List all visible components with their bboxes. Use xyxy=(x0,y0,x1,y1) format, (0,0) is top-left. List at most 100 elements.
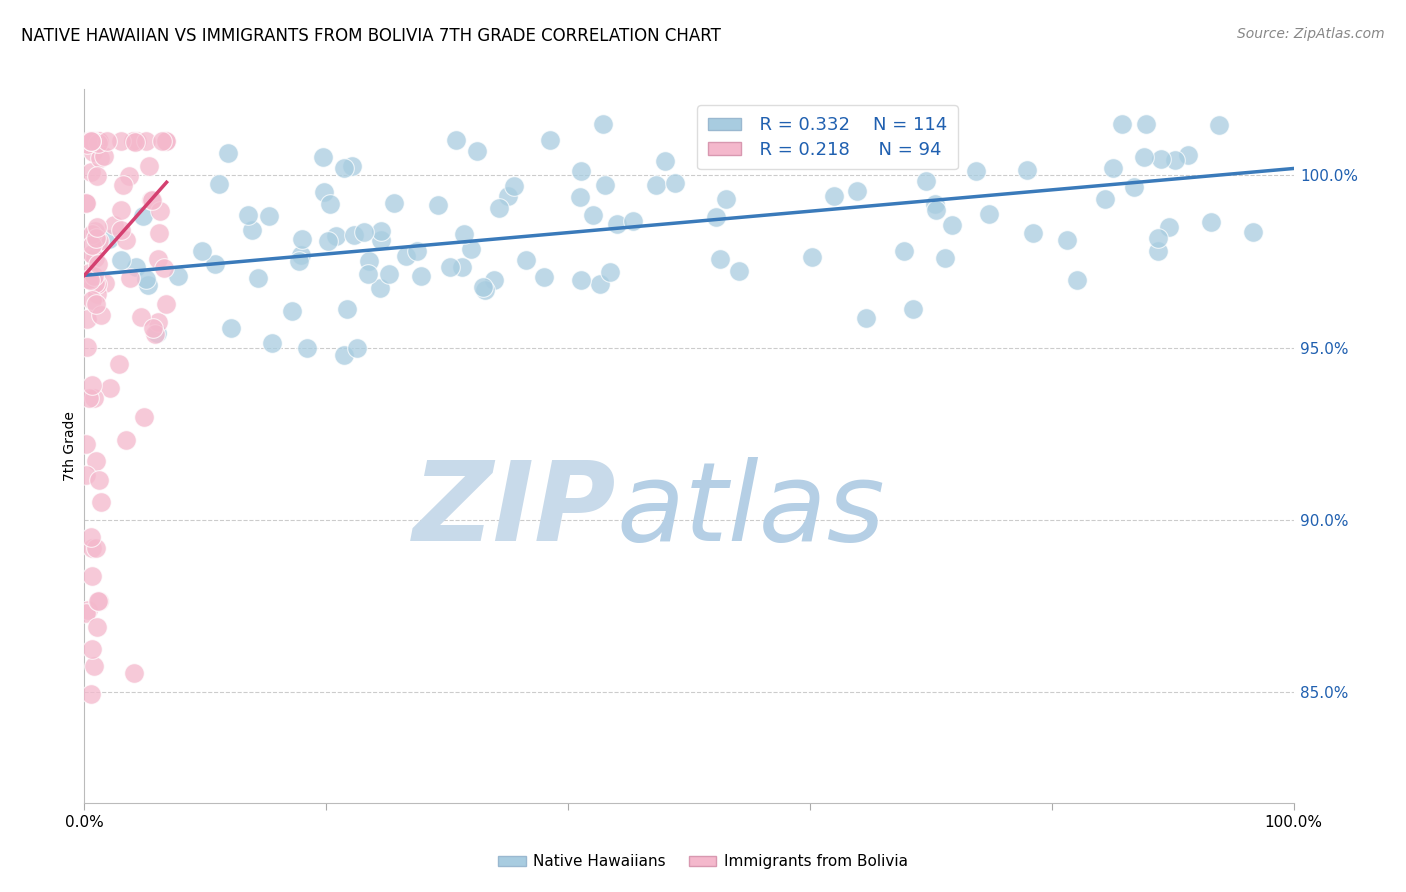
Point xyxy=(87,134,110,148)
Point xyxy=(152,260,174,275)
Point xyxy=(893,244,915,259)
Point xyxy=(125,134,148,148)
Point xyxy=(295,341,318,355)
Point xyxy=(110,202,132,217)
Point xyxy=(112,178,135,192)
Point xyxy=(82,227,104,242)
Point xyxy=(1177,147,1199,161)
Point xyxy=(124,665,146,680)
Point xyxy=(595,178,617,193)
Point xyxy=(87,594,110,608)
Point xyxy=(129,310,152,325)
Point xyxy=(897,117,920,131)
Point xyxy=(247,271,270,285)
Point xyxy=(482,273,505,287)
Point xyxy=(332,348,354,362)
Point xyxy=(312,150,335,164)
Point xyxy=(155,134,177,148)
Point xyxy=(124,135,146,149)
Point xyxy=(569,273,592,287)
Text: atlas: atlas xyxy=(616,457,884,564)
Point xyxy=(110,223,132,237)
Point xyxy=(141,193,163,207)
Text: NATIVE HAWAIIAN VS IMMIGRANTS FROM BOLIVIA 7TH GRADE CORRELATION CHART: NATIVE HAWAIIAN VS IMMIGRANTS FROM BOLIV… xyxy=(21,27,721,45)
Point xyxy=(76,312,98,326)
Point xyxy=(155,297,177,311)
Point xyxy=(75,436,97,450)
Point xyxy=(77,391,100,405)
Point xyxy=(704,211,727,225)
Point xyxy=(832,147,855,161)
Y-axis label: 7th Grade: 7th Grade xyxy=(63,411,77,481)
Point xyxy=(80,642,103,657)
Point xyxy=(915,174,938,188)
Point xyxy=(346,341,368,355)
Point xyxy=(84,276,107,290)
Point xyxy=(571,164,593,178)
Point xyxy=(599,265,621,279)
Point xyxy=(86,136,108,150)
Text: Source: ZipAtlas.com: Source: ZipAtlas.com xyxy=(1237,27,1385,41)
Point xyxy=(86,169,108,183)
Point xyxy=(471,280,494,294)
Point xyxy=(290,248,312,262)
Point xyxy=(80,530,103,544)
Point xyxy=(924,197,946,211)
Point xyxy=(87,235,110,249)
Point xyxy=(533,270,555,285)
Point xyxy=(1199,215,1222,229)
Point xyxy=(86,277,108,292)
Point xyxy=(1135,117,1157,131)
Point xyxy=(709,252,731,266)
Point xyxy=(236,208,259,222)
Point xyxy=(90,494,112,508)
Point xyxy=(87,234,110,248)
Point xyxy=(148,226,170,240)
Point xyxy=(208,178,231,192)
Point xyxy=(427,198,450,212)
Point xyxy=(145,326,167,341)
Point xyxy=(488,202,510,216)
Point xyxy=(149,203,172,218)
Point xyxy=(103,218,125,232)
Point xyxy=(80,134,103,148)
Point xyxy=(1056,233,1078,247)
Point xyxy=(110,253,132,268)
Point xyxy=(114,233,136,247)
Point xyxy=(1150,152,1173,166)
Point xyxy=(370,223,392,237)
Point xyxy=(148,252,170,267)
Point xyxy=(1094,192,1116,206)
Point xyxy=(75,196,97,211)
Point xyxy=(1133,150,1156,164)
Point xyxy=(76,340,98,354)
Point xyxy=(845,184,868,198)
Point xyxy=(1208,119,1230,133)
Point xyxy=(716,192,738,206)
Point xyxy=(823,189,845,203)
Point xyxy=(409,268,432,283)
Point xyxy=(1241,226,1264,240)
Point xyxy=(80,247,103,261)
Point xyxy=(98,232,121,246)
Point xyxy=(370,233,392,247)
Point xyxy=(801,250,824,264)
Point xyxy=(496,188,519,202)
Point xyxy=(83,268,105,283)
Point xyxy=(925,117,948,131)
Point xyxy=(120,271,142,285)
Point xyxy=(132,409,155,424)
Point xyxy=(76,136,98,151)
Point xyxy=(568,190,591,204)
Point xyxy=(82,145,104,159)
Point xyxy=(115,434,138,448)
Point xyxy=(139,193,162,207)
Point xyxy=(132,209,155,223)
Point xyxy=(79,273,101,287)
Point xyxy=(80,293,103,307)
Point xyxy=(240,223,263,237)
Point xyxy=(86,219,108,234)
Point xyxy=(110,134,132,148)
Point xyxy=(1163,153,1185,168)
Point xyxy=(83,392,105,406)
